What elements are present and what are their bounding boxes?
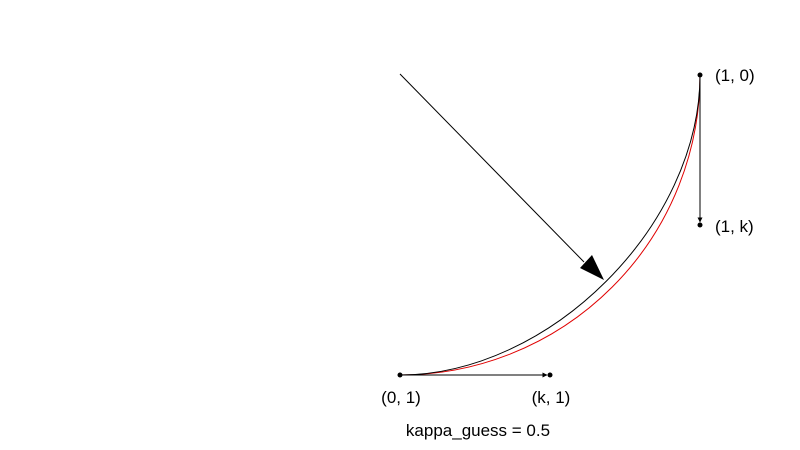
exact-circle-arc xyxy=(399,74,701,376)
point-marker-0-1 xyxy=(397,372,403,378)
pointer-arrow-line xyxy=(399,73,585,263)
point-marker-1-0 xyxy=(697,72,703,78)
point-marker-1-k xyxy=(697,222,703,228)
kappa-caption: kappa_guess = 0.5 xyxy=(406,421,550,440)
label-point-1-0: (1, 0) xyxy=(715,66,755,85)
bezier-curve xyxy=(399,74,701,376)
point-marker-k-1 xyxy=(547,372,553,378)
label-point-1-k: (1, k) xyxy=(715,217,754,236)
label-point-0-1: (0, 1) xyxy=(381,388,421,407)
label-point-k-1: (k, 1) xyxy=(532,388,571,407)
pointer-arrowhead xyxy=(580,255,604,280)
